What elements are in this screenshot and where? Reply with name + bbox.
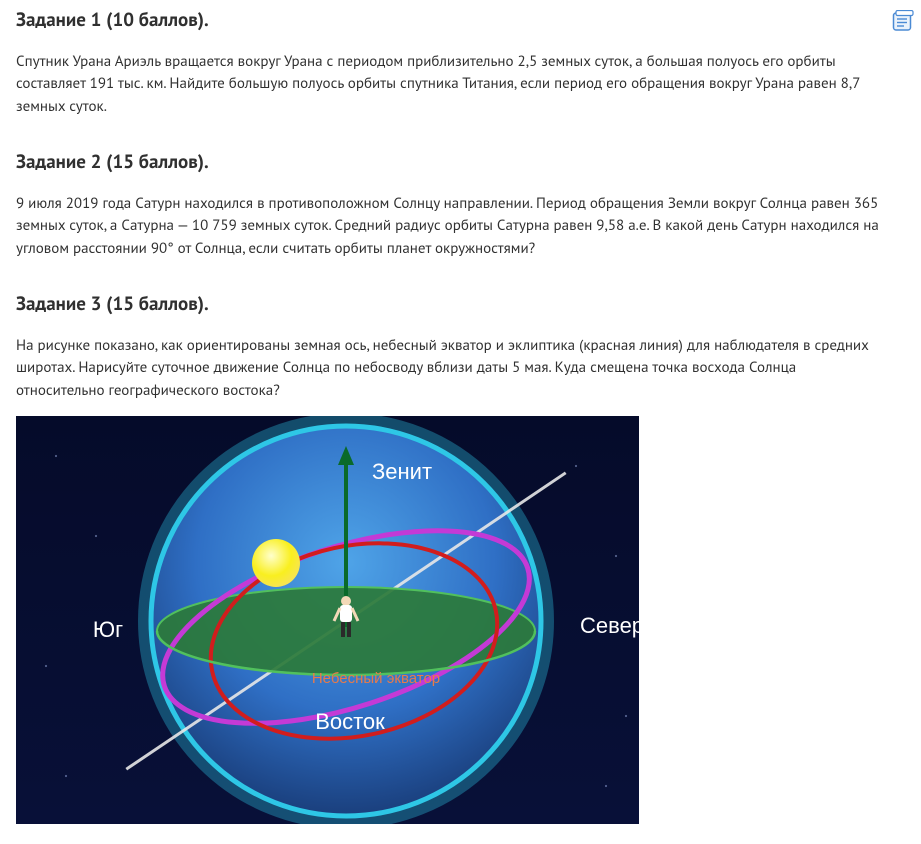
task-1-body: Спутник Урана Ариэль вращается вокруг Ур… (16, 51, 886, 119)
task-1-heading: Задание 1 (10 баллов). (16, 6, 905, 35)
svg-text:Юг: Юг (93, 617, 123, 642)
task-3-body: На рисунке показано, как ориентированы з… (16, 335, 886, 403)
celestial-sphere-diagram: Зенит Юг Север Восток Небесный экватор (16, 416, 639, 824)
task-3-heading: Задание 3 (15 баллов). (16, 290, 905, 319)
task-2-heading: Задание 2 (15 баллов). (16, 148, 905, 177)
svg-text:Небесный экватор: Небесный экватор (312, 670, 440, 687)
svg-text:Восток: Восток (315, 709, 385, 734)
svg-text:Зенит: Зенит (372, 459, 432, 484)
feedback-icon[interactable] (891, 10, 915, 34)
task-2-body: 9 июля 2019 года Сатурн находился в прот… (16, 193, 886, 261)
svg-text:Север: Север (580, 613, 639, 638)
